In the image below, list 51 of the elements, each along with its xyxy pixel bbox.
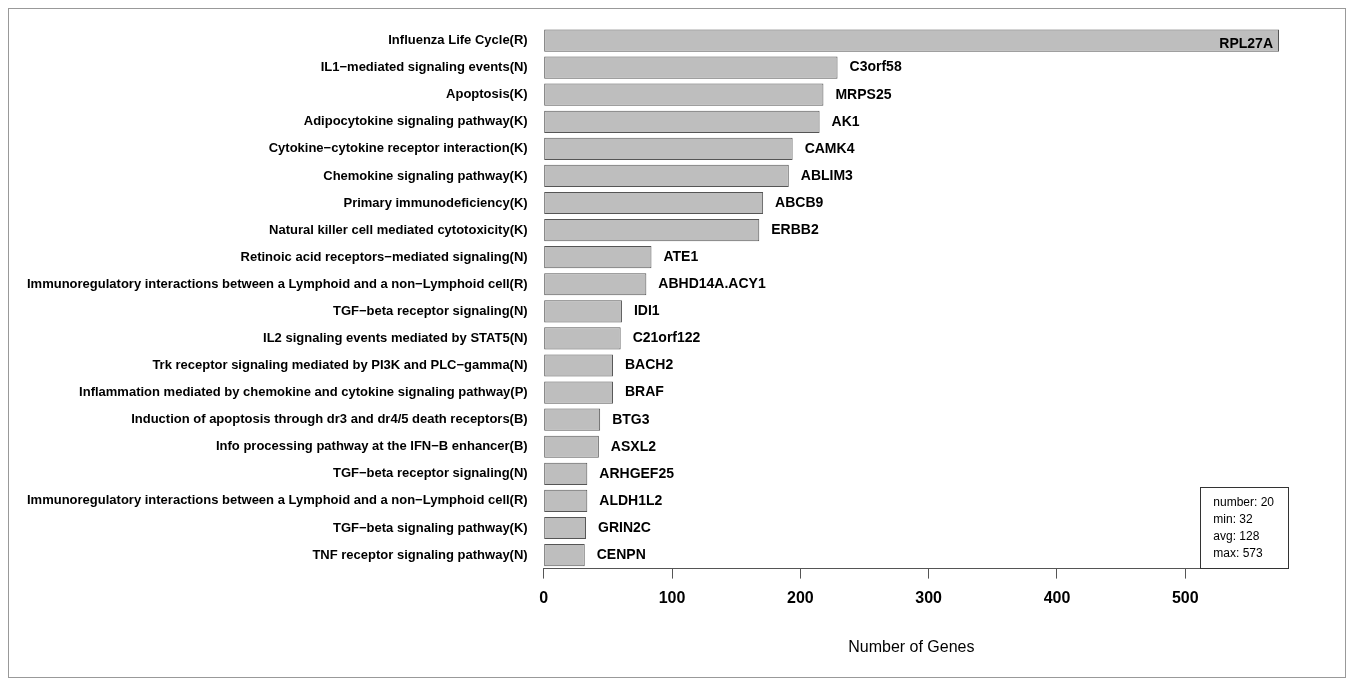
x-tick-label: 0	[539, 588, 549, 606]
data-label: ALDH1L2	[599, 491, 663, 508]
y-tick-label: Chemokine signaling pathway(K)	[323, 167, 528, 183]
annotation: avg: 128	[1213, 527, 1261, 545]
y-tick-label: IL1−mediated signaling events(N)	[320, 59, 528, 75]
y-tick-label: Cytokine−cytokine receptor interaction(K)	[268, 140, 528, 156]
data-label: CAMK4	[804, 139, 855, 156]
data-label: GRIN2C	[598, 518, 651, 535]
y-tick-label: TGF−beta receptor signaling(N)	[333, 302, 528, 318]
y-tick-label: Trk receptor signaling mediated by PI3K and PLC−gamma(N)	[152, 357, 528, 373]
y-tick-label: Apoptosis(K)	[446, 86, 528, 102]
data-label: MRPS25	[835, 85, 892, 102]
data-label: C21orf122	[632, 329, 701, 346]
data-label: CENPN	[596, 545, 646, 562]
annotation: min: 32	[1213, 510, 1254, 528]
y-tick-label: Immunoregulatory interactions between a Lymphoid and a non−Lymphoid cell(R)	[26, 492, 528, 508]
y-tick-label: Natural killer cell mediated cytotoxicity(K)	[269, 221, 528, 237]
y-tick-label: TNF receptor signaling pathway(N)	[312, 546, 528, 562]
data-label: ATE1	[663, 248, 699, 265]
y-tick-label: IL2 signaling events mediated by STAT5(N)	[263, 330, 528, 345]
data-label: BTG3	[612, 410, 650, 427]
y-tick-label: Induction of apoptosis through dr3 and dr4/5 death receptors(B)	[131, 411, 528, 427]
annotation: max: 573	[1213, 544, 1264, 562]
y-tick-label: Immunoregulatory interactions between a Lymphoid and a non−Lymphoid cell(R)	[26, 275, 528, 291]
data-label: ABCB9	[775, 193, 824, 210]
x-tick-label: 300	[915, 588, 943, 606]
y-tick-label: TGF−beta receptor signaling(N)	[333, 465, 528, 481]
data-label: AK1	[831, 112, 860, 129]
y-tick-label: Retinoic acid receptors−mediated signaling(N)	[240, 248, 528, 264]
x-tick-label: 200	[786, 588, 814, 606]
x-axis-title: Number of Genes	[848, 637, 975, 655]
data-label: RPL27A	[1219, 35, 1273, 52]
x-tick-label: 500	[1171, 588, 1199, 606]
y-tick-label: Inflammation mediated by chemokine and cytokine signaling pathway(P)	[79, 384, 528, 400]
data-label: BRAF	[624, 383, 665, 400]
data-label: ABLIM3	[800, 166, 854, 183]
y-tick-label: TGF−beta signaling pathway(K)	[333, 519, 528, 535]
y-tick-label: Adipocytokine signaling pathway(K)	[303, 113, 528, 129]
x-tick-label: 400	[1043, 588, 1071, 606]
data-label: ERBB2	[771, 220, 819, 237]
y-tick-label: Info processing pathway at the IFN−B enhancer(B)	[215, 438, 528, 454]
data-label: ABHD14A.ACY1	[658, 275, 766, 292]
y-tick-label: Primary immunodeficiency(K)	[343, 194, 528, 210]
x-tick-label: 100	[658, 588, 686, 606]
data-label: ASXL2	[610, 437, 657, 454]
data-label: C3orf58	[849, 58, 902, 75]
y-tick-label: Influenza Life Cycle(R)	[388, 32, 528, 48]
data-label: BACH2	[624, 356, 674, 373]
data-label: IDI1	[633, 302, 660, 319]
data-label: ARHGEF25	[599, 464, 675, 481]
annotation: number: 20	[1213, 493, 1274, 511]
